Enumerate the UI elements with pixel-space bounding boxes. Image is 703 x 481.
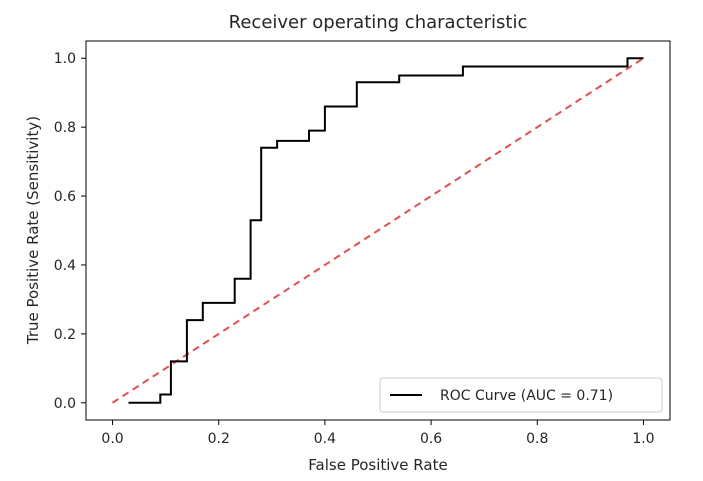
y-axis-label: True Positive Rate (Sensitivity) bbox=[24, 116, 42, 345]
x-tick-label-4: 0.8 bbox=[526, 431, 548, 447]
y-tick-label-1: 0.2 bbox=[54, 327, 76, 343]
legend: ROC Curve (AUC = 0.71) bbox=[379, 377, 663, 413]
x-axis-label: False Positive Rate bbox=[308, 456, 447, 474]
chart-title: Receiver operating characteristic bbox=[229, 12, 528, 33]
y-tick-label-3: 0.6 bbox=[54, 189, 76, 205]
x-tick-label-5: 1.0 bbox=[632, 431, 654, 447]
chance-line bbox=[112, 57, 644, 404]
x-tick-label-0: 0.0 bbox=[101, 431, 123, 447]
x-tick-label-1: 0.2 bbox=[208, 431, 230, 447]
legend-box bbox=[379, 377, 663, 413]
y-tick-label-4: 0.8 bbox=[54, 120, 76, 136]
plot-area: 0.0 0.2 0.4 0.6 0.8 1.0 0.0 0.2 0.4 0.6 0.8 1.0 bbox=[54, 40, 671, 447]
y-tick-label-5: 1.0 bbox=[54, 51, 76, 67]
legend-label-roc-curve: ROC Curve (AUC = 0.71) bbox=[440, 388, 613, 404]
x-tick-label-2: 0.4 bbox=[314, 431, 336, 447]
y-tick-label-2: 0.4 bbox=[54, 258, 76, 274]
y-tick-label-0: 0.0 bbox=[54, 396, 76, 412]
roc-curve-line bbox=[128, 57, 644, 404]
x-tick-label-3: 0.6 bbox=[420, 431, 442, 447]
